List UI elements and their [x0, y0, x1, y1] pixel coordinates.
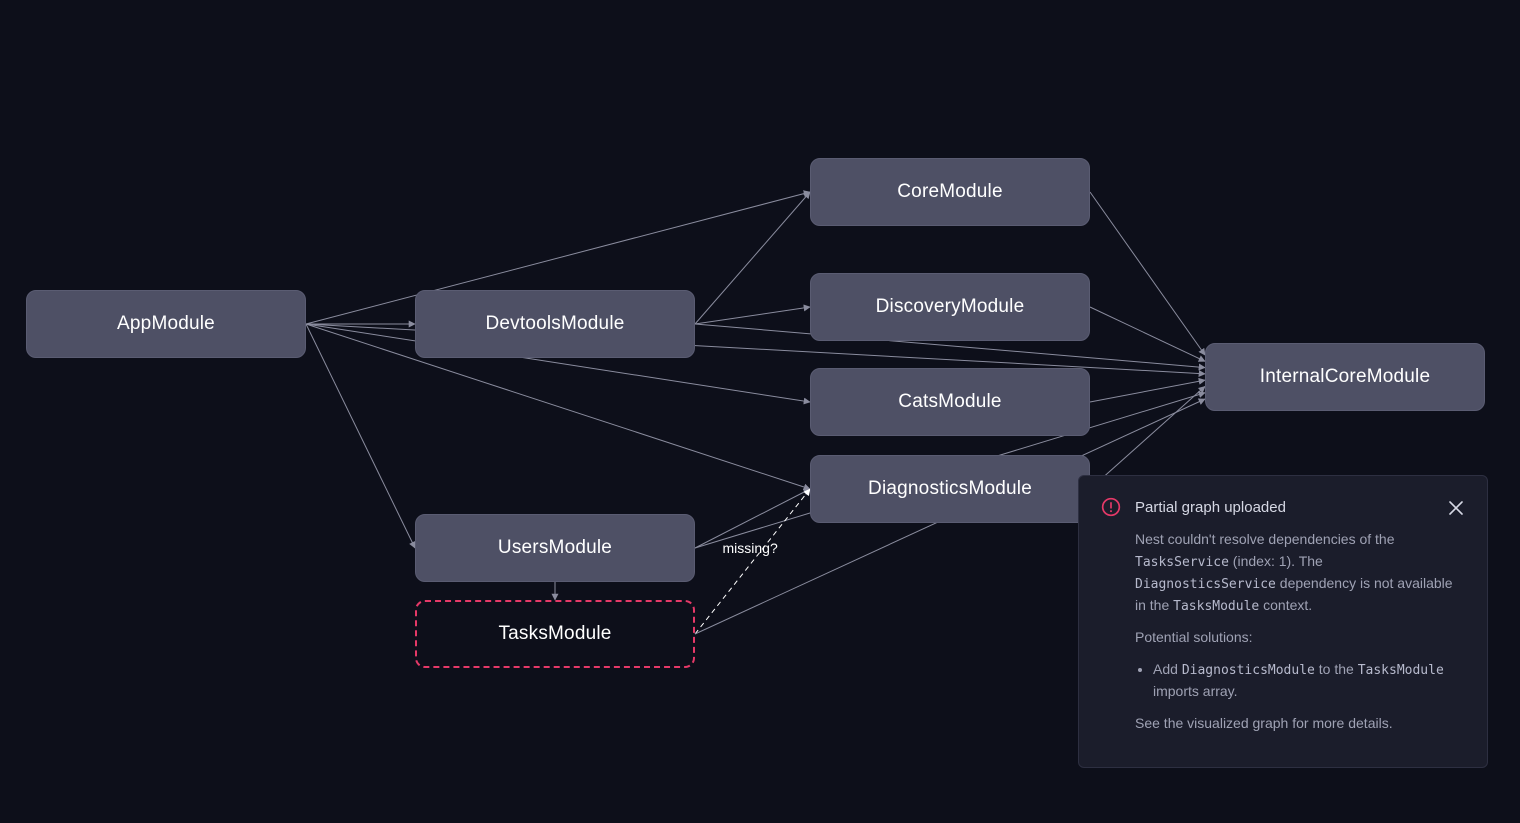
- edge-TasksModule-DiagnosticsModule: [695, 489, 810, 634]
- node-CatsModule[interactable]: CatsModule: [810, 368, 1090, 436]
- panel-body: Nest couldn't resolve dependencies of th…: [1135, 529, 1465, 734]
- node-TasksModule[interactable]: TasksModule: [415, 600, 695, 668]
- edge-CatsModule-InternalCoreModule: [1090, 380, 1205, 402]
- edge-DevtoolsModule-DiscoveryModule: [695, 307, 810, 324]
- edge-AppModule-UsersModule: [306, 324, 415, 548]
- alert-icon: [1101, 497, 1121, 517]
- edge-UsersModule-DiagnosticsModule: [695, 489, 810, 548]
- edge-DiagnosticsModule-InternalCoreModule: [1090, 386, 1205, 489]
- error-panel: Partial graph uploaded Nest couldn't res…: [1078, 475, 1488, 768]
- panel-title: Partial graph uploaded: [1135, 496, 1286, 519]
- edge-DiscoveryModule-InternalCoreModule: [1090, 307, 1205, 361]
- node-DiscoveryModule[interactable]: DiscoveryModule: [810, 273, 1090, 341]
- close-icon[interactable]: [1447, 499, 1465, 517]
- node-CoreModule[interactable]: CoreModule: [810, 158, 1090, 226]
- edge-CoreModule-InternalCoreModule: [1090, 192, 1205, 355]
- diagram-canvas[interactable]: AppModule DevtoolsModule CoreModule Discove…: [0, 0, 1520, 823]
- edge-label-TasksModule-DiagnosticsModule: missing?: [723, 540, 778, 556]
- node-DevtoolsModule[interactable]: DevtoolsModule: [415, 290, 695, 358]
- node-AppModule[interactable]: AppModule: [26, 290, 306, 358]
- node-UsersModule[interactable]: UsersModule: [415, 514, 695, 582]
- node-InternalCoreModule[interactable]: InternalCoreModule: [1205, 343, 1485, 411]
- edge-DevtoolsModule-CoreModule: [695, 192, 810, 324]
- node-DiagnosticsModule[interactable]: DiagnosticsModule: [810, 455, 1090, 523]
